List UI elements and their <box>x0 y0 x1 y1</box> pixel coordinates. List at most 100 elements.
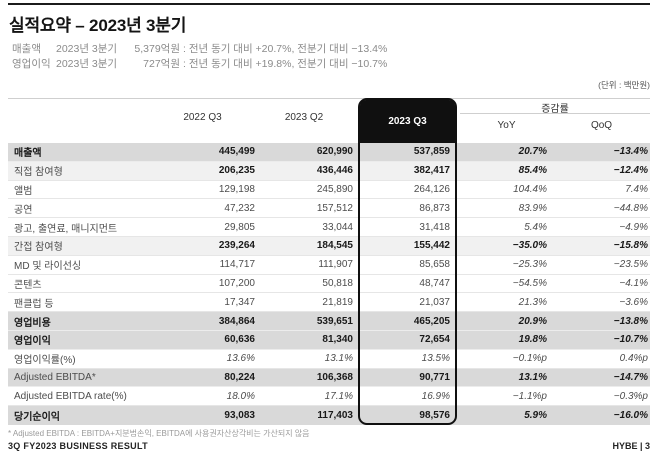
table-row: Adjusted EBITDA* 80,224 106,368 90,771 1… <box>8 368 650 388</box>
cell-yoy: 83.9% <box>518 202 547 214</box>
cell-yoy: 5.9% <box>524 410 547 422</box>
table-row: 팬클럽 등 17,347 21,819 21,037 21.3% −3.6% <box>8 293 650 313</box>
cell-2022-q3: 107,200 <box>218 277 255 289</box>
cell-yoy: 85.4% <box>518 165 547 177</box>
cell-2023-q2: 81,340 <box>322 334 353 346</box>
cell-qoq: −23.5% <box>613 259 648 271</box>
summary-label: 영업이익 <box>12 58 51 70</box>
cell-2023-q3: 48,747 <box>419 277 450 289</box>
cell-2022-q3: 114,717 <box>219 259 255 271</box>
column-header-2022-q3: 2022 Q3 <box>183 112 222 123</box>
cell-2023-q2: 17.1% <box>324 390 353 402</box>
cell-qoq: −10.7% <box>613 334 648 346</box>
cell-yoy: 19.8% <box>518 334 547 346</box>
table-row: 영업비용 384,864 539,651 465,205 20.9% −13.8… <box>8 312 650 331</box>
cell-2023-q2: 21,819 <box>322 296 353 308</box>
cell-2023-q3: 21,037 <box>419 296 450 308</box>
table-row: 앨범 129,198 245,890 264,126 104.4% 7.4% <box>8 181 650 200</box>
cell-2023-q3: 85,658 <box>419 259 450 271</box>
cell-2022-q3: 47,232 <box>224 202 255 214</box>
summary-amount: 727억원 <box>143 58 180 70</box>
row-label: 직접 참여형 <box>14 167 63 179</box>
cell-2023-q3: 155,442 <box>413 240 450 252</box>
table-row: 간접 참여형 239,264 184,545 155,442 −35.0% −1… <box>8 236 650 256</box>
cell-2023-q2: 436,446 <box>316 165 353 177</box>
cell-qoq: −4.9% <box>619 221 648 233</box>
summary-detail: : 전년 동기 대비 +19.8%, 전분기 대비 −10.7% <box>183 58 388 70</box>
summary-period: 2023년 3분기 <box>56 58 118 70</box>
cell-2022-q3: 384,864 <box>218 315 255 327</box>
cell-2022-q3: 60,636 <box>224 334 255 346</box>
cell-2023-q2: 106,368 <box>316 371 353 383</box>
change-group-header: 증감률 <box>541 104 569 115</box>
cell-2023-q3: 13.5% <box>421 353 450 365</box>
cell-2023-q3: 86,873 <box>419 202 450 214</box>
cell-2022-q3: 129,198 <box>218 183 255 195</box>
cell-yoy: −35.0% <box>512 240 547 252</box>
row-label: 공연 <box>14 204 33 216</box>
cell-2023-q3: 537,859 <box>413 146 450 158</box>
cell-yoy: −54.5% <box>512 277 547 289</box>
table-row: 콘텐츠 107,200 50,818 48,747 −54.5% −4.1% <box>8 275 650 294</box>
cell-2023-q2: 50,818 <box>322 277 353 289</box>
table-row: 직접 참여형 206,235 436,446 382,417 85.4% −12… <box>8 161 650 181</box>
row-label: 영업이익 <box>14 336 51 348</box>
cell-2022-q3: 239,264 <box>218 240 255 252</box>
cell-yoy: 5.4% <box>524 221 547 233</box>
table-row: 당기순이익 93,083 117,403 98,576 5.9% −16.0% <box>8 406 650 425</box>
table-row: Adjusted EBITDA rate(%) 18.0% 17.1% 16.9… <box>8 387 650 407</box>
cell-2023-q2: 157,512 <box>316 202 353 214</box>
footer-report-name: 3Q FY2023 BUSINESS RESULT <box>8 441 148 451</box>
cell-2023-q2: 13.1% <box>324 353 353 365</box>
cell-qoq: −0.3%p <box>613 390 648 402</box>
table-row: 영업이익 60,636 81,340 72,654 19.8% −10.7% <box>8 330 650 350</box>
cell-yoy: 20.7% <box>518 146 547 158</box>
cell-yoy: 21.3% <box>518 296 547 308</box>
cell-qoq: −3.6% <box>619 296 648 308</box>
cell-2022-q3: 18.0% <box>226 390 255 402</box>
cell-2022-q3: 13.6% <box>226 353 255 365</box>
row-label: 광고, 출연료, 매니지먼트 <box>14 223 118 235</box>
table-row: 영업이익률(%) 13.6% 13.1% 13.5% −0.1%p 0.4%p <box>8 350 650 369</box>
row-label: 매출액 <box>14 148 42 160</box>
table-row: 광고, 출연료, 매니지먼트 29,805 33,044 31,418 5.4%… <box>8 218 650 237</box>
cell-2023-q2: 111,907 <box>318 259 353 271</box>
row-label: MD 및 라이선싱 <box>14 261 82 273</box>
cell-yoy: 20.9% <box>518 315 547 327</box>
cell-2023-q3: 72,654 <box>419 334 450 346</box>
row-label: 팬클럽 등 <box>14 298 54 310</box>
column-header-2023-q2: 2023 Q2 <box>284 112 324 123</box>
cell-2022-q3: 206,235 <box>218 165 255 177</box>
row-label: 앨범 <box>14 185 33 197</box>
cell-2022-q3: 17,347 <box>224 296 255 308</box>
cell-2022-q3: 29,805 <box>224 221 255 233</box>
cell-qoq: −13.8% <box>613 315 648 327</box>
top-rule <box>8 3 650 5</box>
row-label: 영업비용 <box>14 317 51 329</box>
table-body: 매출액 445,499 620,990 537,859 20.7% −13.4%… <box>8 143 650 425</box>
column-header-2023-q3: 2023 Q3 <box>360 100 455 143</box>
page-title: 실적요약 – 2023년 3분기 <box>9 16 187 35</box>
row-label: Adjusted EBITDA rate(%) <box>14 390 127 402</box>
change-group-rule <box>460 113 650 114</box>
cell-qoq: −14.7% <box>613 371 648 383</box>
cell-qoq: 0.4%p <box>619 353 648 365</box>
cell-2023-q2: 117,403 <box>317 410 353 422</box>
cell-qoq: −15.8% <box>613 240 648 252</box>
operating-profit-summary-line: 영업이익 2023년 3분기 727억원 : 전년 동기 대비 +19.8%, … <box>12 57 387 72</box>
cell-qoq: −44.8% <box>613 202 648 214</box>
column-header-qoq: QoQ <box>590 120 613 131</box>
column-header-yoy: YoY <box>497 120 516 131</box>
cell-2023-q2: 184,545 <box>316 240 353 252</box>
row-label: 영업이익률(%) <box>14 355 76 367</box>
summary-block: 매출액 2023년 3분기 5,379억원 : 전년 동기 대비 +20.7%,… <box>12 42 387 72</box>
cell-2023-q2: 539,651 <box>316 315 353 327</box>
cell-2022-q3: 93,083 <box>224 410 255 422</box>
cell-2022-q3: 445,499 <box>218 146 255 158</box>
cell-yoy: 13.1% <box>518 371 547 383</box>
summary-label: 매출액 <box>12 43 41 55</box>
cell-2023-q3: 31,418 <box>419 221 450 233</box>
cell-2023-q2: 33,044 <box>322 221 353 233</box>
cell-2023-q3: 98,576 <box>419 410 450 422</box>
cell-2023-q3: 264,126 <box>413 183 450 195</box>
